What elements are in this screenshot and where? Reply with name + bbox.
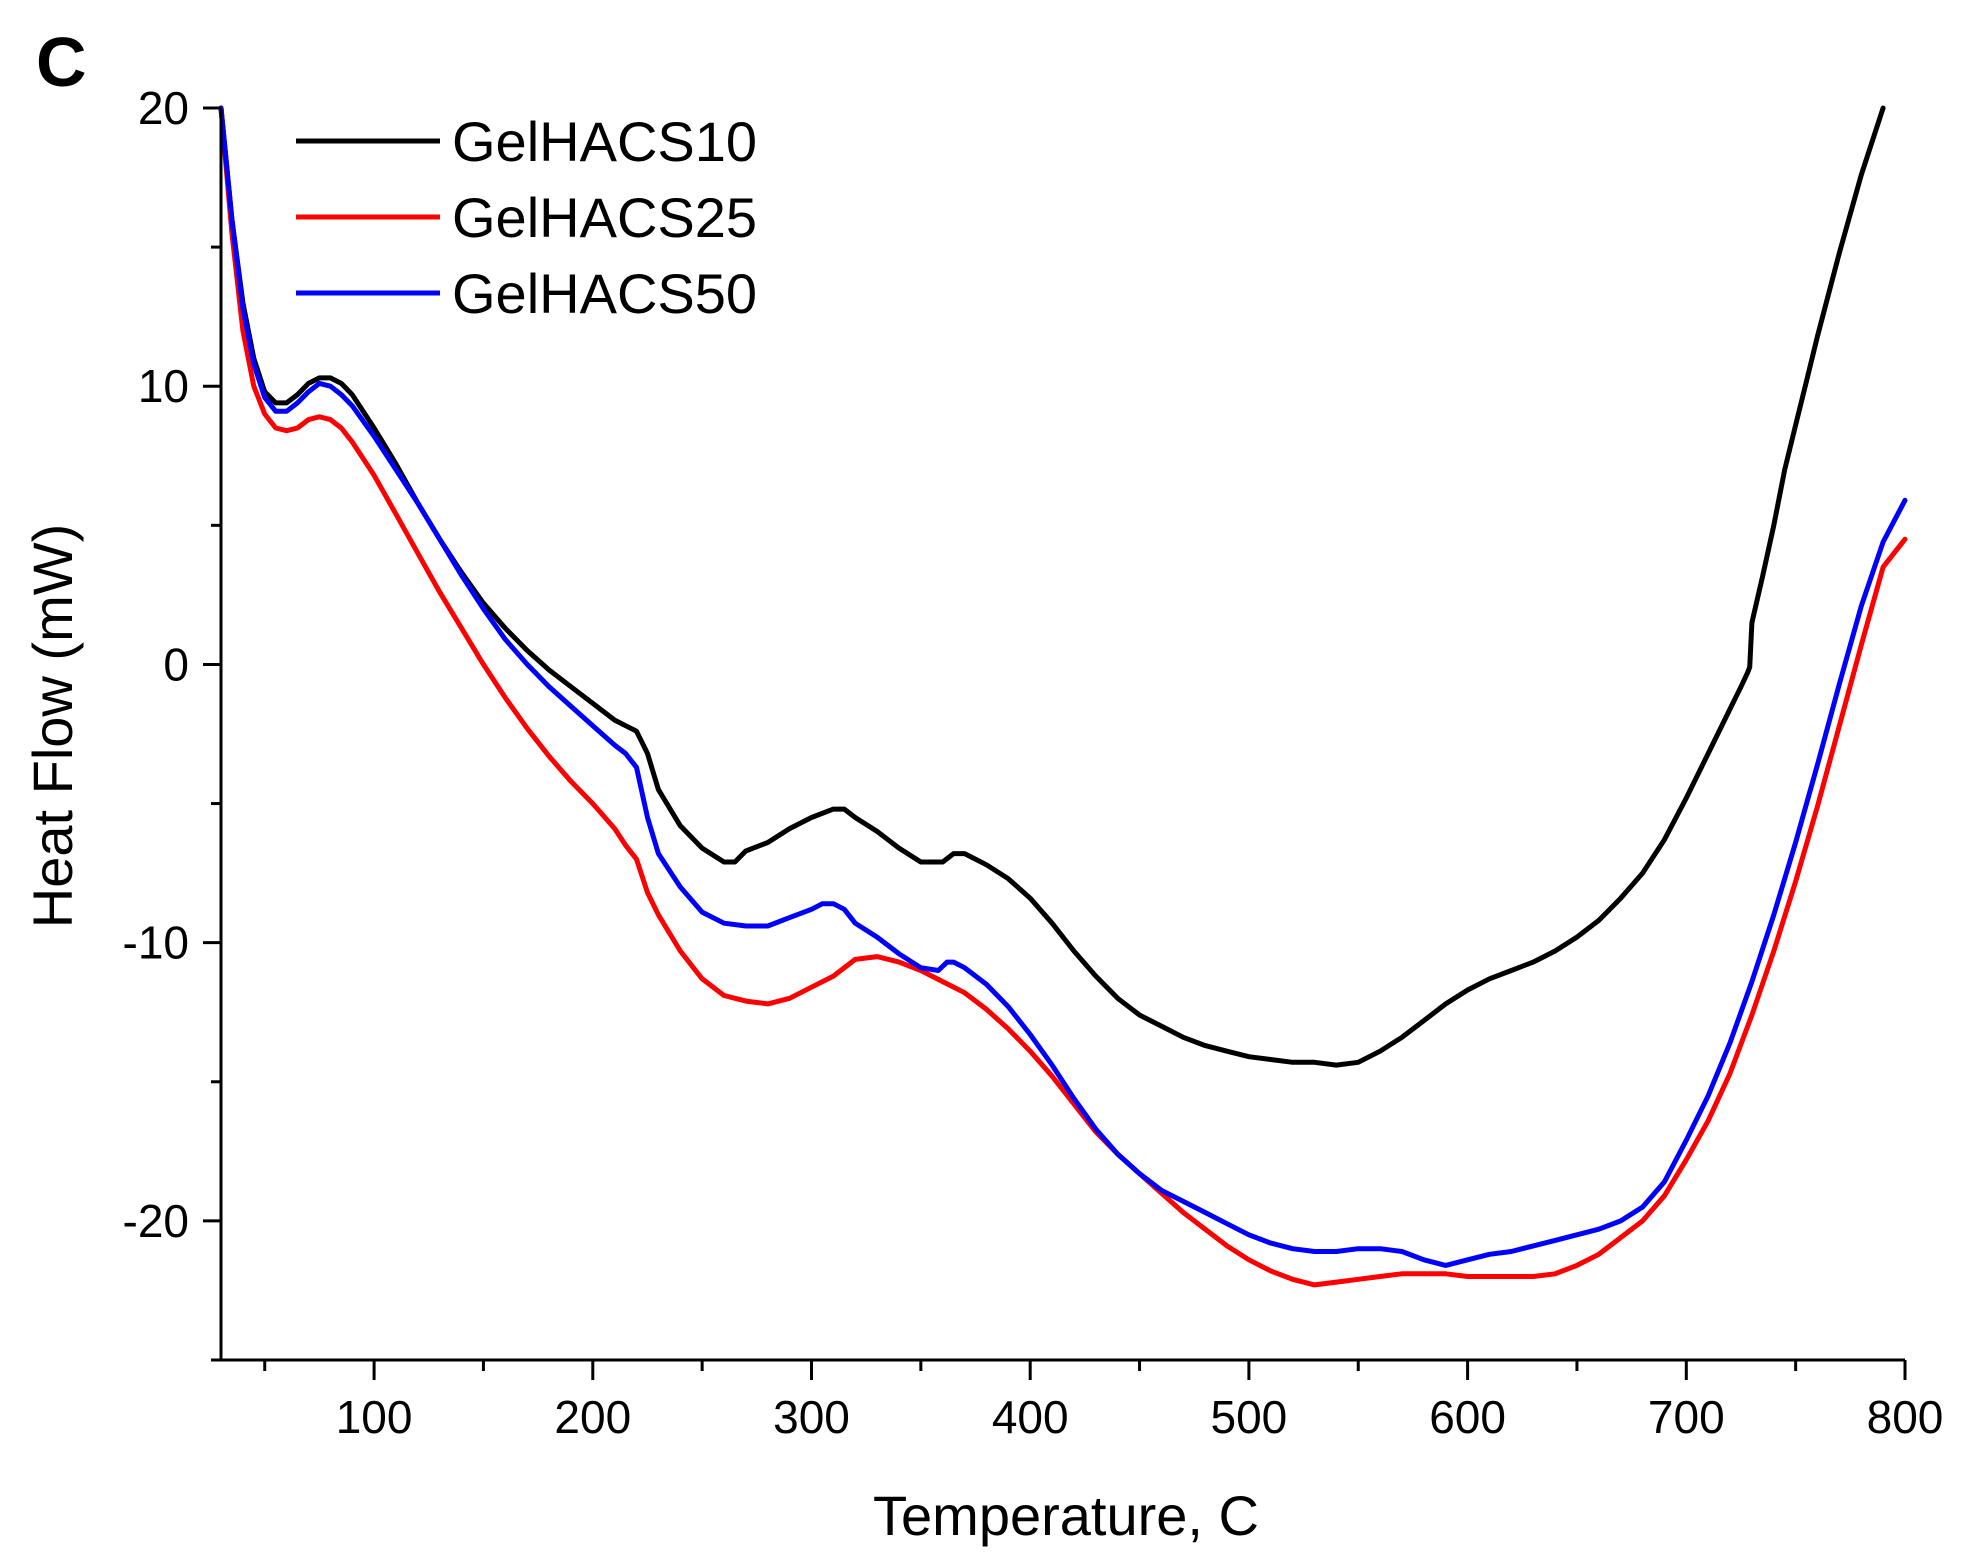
legend: GelHACS10 GelHACS25 GelHACS50 [296, 110, 757, 325]
x-ticks: 100 200 300 400 500 600 700 800 [263, 1360, 1944, 1443]
x-tick-label: 100 [336, 1391, 413, 1443]
panel-label: C [36, 23, 87, 101]
series-group [218, 105, 1908, 1288]
y-tick-label: -20 [123, 1195, 189, 1247]
legend-label-gelhacs50: GelHACS50 [452, 262, 757, 325]
legend-label-gelhacs10: GelHACS10 [452, 110, 757, 173]
legend-label-gelhacs25: GelHACS25 [452, 186, 757, 249]
x-tick-label: 700 [1648, 1391, 1725, 1443]
x-tick-label: 600 [1429, 1391, 1506, 1443]
x-tick-label: 200 [554, 1391, 631, 1443]
series-line-gelhacs25 [218, 105, 1908, 1288]
x-axis-title: Temperature, C [873, 1484, 1259, 1547]
x-tick-label: 800 [1867, 1391, 1944, 1443]
x-tick-label: 500 [1211, 1391, 1288, 1443]
x-tick-label: 300 [773, 1391, 850, 1443]
y-axis-title: Heat Flow (mW) [21, 524, 84, 928]
y-tick-label: 20 [138, 82, 189, 134]
y-tick-label: -10 [123, 917, 189, 969]
x-tick-label: 400 [992, 1391, 1069, 1443]
y-ticks: 20 10 0 -10 -20 [123, 82, 221, 1362]
y-tick-label: 10 [138, 360, 189, 412]
series-line-gelhacs50 [218, 105, 1908, 1268]
y-tick-label: 0 [163, 638, 189, 690]
